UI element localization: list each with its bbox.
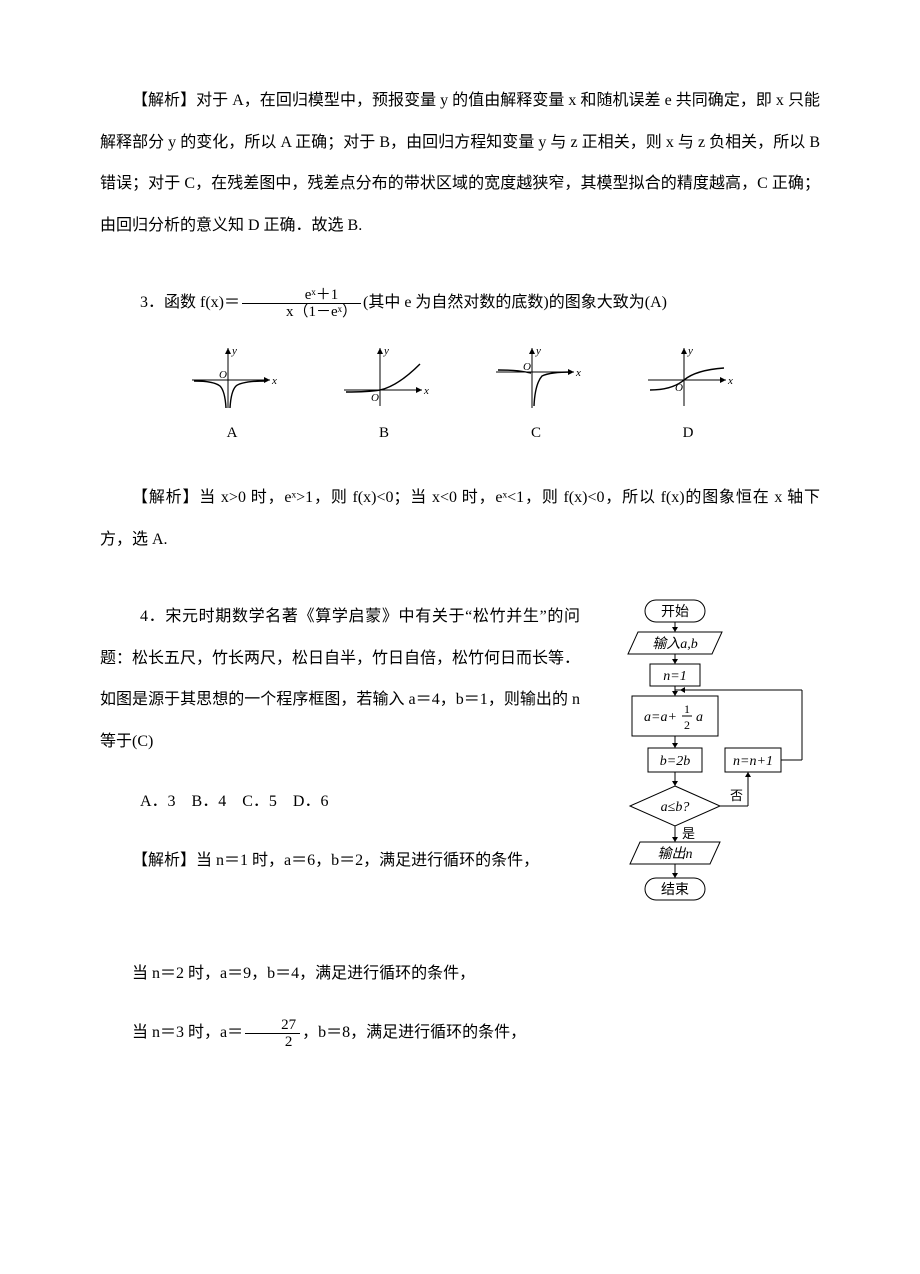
svg-text:a: a — [696, 710, 703, 725]
svg-text:否: 否 — [730, 788, 743, 803]
svg-text:x: x — [271, 375, 277, 387]
graph-option-b: x y O B — [338, 342, 430, 453]
svg-text:b=2b: b=2b — [660, 754, 690, 769]
q3-fraction: eˣ＋1x（1－eˣ） — [242, 287, 361, 321]
q3-prefix: 3．函数 f(x)＝ — [140, 294, 240, 311]
q4-l3-post: ，b＝8，满足进行循环的条件， — [302, 1024, 526, 1041]
flowchart: 开始 输入a,b n=1 a=a+ 1 2 a b=2b a≤b? — [590, 596, 820, 953]
q4-analysis-line2: 当 n＝2 时，a＝9，b＝4，满足进行循环的条件， — [100, 953, 820, 995]
q3-frac-den: x（1－eˣ） — [242, 303, 361, 321]
graph-label-a: A — [227, 425, 238, 441]
q4-l3-pre: 当 n＝3 时，a＝ — [132, 1024, 243, 1041]
svg-text:x: x — [575, 367, 581, 379]
svg-text:a≤b?: a≤b? — [661, 800, 690, 815]
graph-option-d: x y O D — [642, 342, 734, 453]
q3-analysis: 【解析】当 x>0 时，eˣ>1，则 f(x)<0；当 x<0 时，eˣ<1，则… — [100, 477, 820, 560]
svg-text:y: y — [231, 345, 237, 357]
svg-text:结束: 结束 — [661, 882, 689, 898]
graph-option-c: x y O C — [490, 342, 582, 453]
svg-text:是: 是 — [682, 826, 695, 841]
svg-text:x: x — [423, 385, 429, 397]
svg-text:n=n+1: n=n+1 — [733, 754, 773, 769]
svg-text:n=1: n=1 — [663, 669, 686, 684]
q4-l3-num: 27 — [245, 1017, 300, 1034]
question-4-text: 4．宋元时期数学名著《算学启蒙》中有关于“松竹并生”的问题：松长五尺，竹长两尺，… — [100, 596, 580, 762]
svg-text:输入a,b: 输入a,b — [652, 636, 698, 652]
svg-text:1: 1 — [684, 702, 690, 716]
svg-text:y: y — [383, 345, 389, 357]
svg-text:y: y — [535, 345, 541, 357]
svg-text:O: O — [219, 369, 227, 381]
svg-text:O: O — [371, 392, 379, 404]
graph-option-a: x y O A — [186, 342, 278, 453]
q4-l3-den: 2 — [245, 1033, 300, 1051]
svg-text:开始: 开始 — [661, 604, 689, 620]
graph-label-d: D — [683, 425, 694, 441]
q3-graph-options: x y O A x y O B x y — [100, 342, 820, 453]
analysis-para-1: 【解析】对于 A，在回归模型中，预报变量 y 的值由解释变量 x 和随机误差 e… — [100, 80, 820, 246]
q4-analysis-line1: 【解析】当 n＝1 时，a＝6，b＝2，满足进行循环的条件， — [100, 840, 580, 882]
q3-suffix: (其中 e 为自然对数的底数)的图象大致为(A) — [363, 294, 667, 311]
svg-text:y: y — [687, 345, 693, 357]
graph-label-c: C — [531, 425, 541, 441]
svg-text:2: 2 — [684, 718, 690, 732]
graph-label-b: B — [379, 425, 389, 441]
svg-text:x: x — [727, 375, 733, 387]
svg-text:输出n: 输出n — [658, 846, 693, 862]
q3-frac-num: eˣ＋1 — [242, 287, 361, 304]
q4-analysis-line3: 当 n＝3 时，a＝272，b＝8，满足进行循环的条件， — [100, 1012, 820, 1054]
question-3: 3．函数 f(x)＝eˣ＋1x（1－eˣ）(其中 e 为自然对数的底数)的图象大… — [100, 282, 820, 324]
question-4-options: A．3 B．4 C．5 D．6 — [100, 781, 580, 823]
q4-l3-frac: 272 — [245, 1017, 300, 1051]
svg-text:a=a+: a=a+ — [644, 710, 677, 725]
